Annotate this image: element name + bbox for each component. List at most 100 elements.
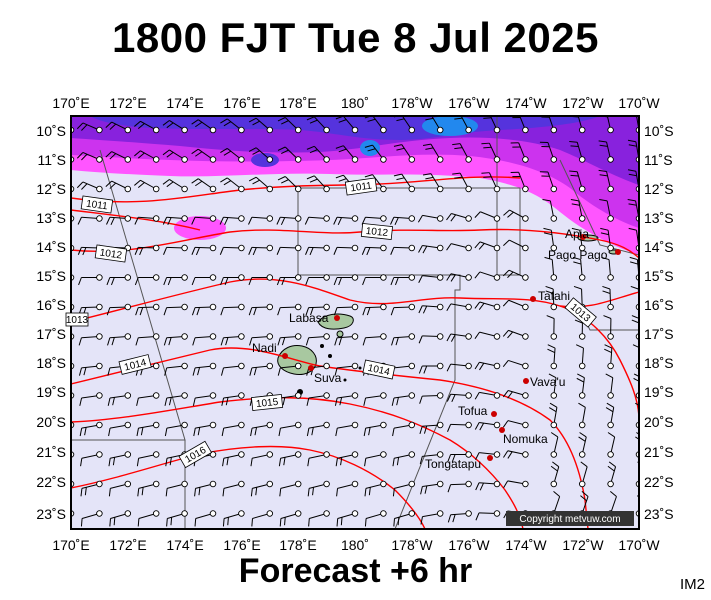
wind-barb	[550, 432, 559, 458]
wind-barb	[221, 392, 245, 406]
wind-barb	[423, 116, 444, 134]
wind-barb	[277, 303, 302, 316]
wind-barb	[475, 510, 501, 521]
wind-barb	[607, 461, 617, 488]
place-label-tongatapu: Tongatapu	[425, 457, 481, 471]
copyright-box	[506, 511, 634, 526]
wind-barb	[248, 244, 274, 256]
wind-barb	[364, 510, 387, 527]
wind-barb	[191, 148, 217, 163]
longitude-tick-label: 176˚E	[223, 537, 260, 553]
wind-barb	[542, 198, 558, 222]
wind-barb	[248, 303, 274, 316]
wind-barb	[390, 215, 416, 226]
wind-barb	[447, 451, 472, 463]
wind-barb	[306, 421, 330, 437]
latitude-tick-label: 12˚S	[36, 181, 66, 197]
isobar-label: 1013	[65, 312, 89, 327]
wind-barb	[277, 146, 302, 163]
wind-barb	[191, 244, 217, 256]
wind-barb	[578, 461, 588, 488]
wind-barb	[364, 116, 387, 134]
longitude-tick-label: 176˚E	[223, 95, 260, 111]
wind-barb	[134, 150, 160, 163]
wind-barb	[601, 256, 614, 281]
latitude-tick-label: 22˚S	[36, 474, 66, 490]
wind-barbs	[71, 116, 639, 527]
wind-barb	[249, 333, 274, 346]
wind-barb	[105, 121, 132, 134]
wind-barb	[418, 362, 444, 374]
wind-barb	[307, 480, 330, 497]
longitude-tick-label: 178˚W	[391, 537, 433, 553]
wind-barb	[305, 333, 330, 346]
wind-barb	[446, 303, 472, 312]
longitude-tick-label: 174˚E	[166, 95, 203, 111]
latitude-tick-label: 16˚S	[644, 297, 674, 313]
wind-barb	[105, 180, 132, 193]
wind-barb	[163, 274, 188, 286]
wind-barb	[191, 215, 217, 225]
wind-barb	[603, 315, 614, 340]
wind-barb	[250, 421, 274, 437]
wind-barb	[548, 373, 558, 399]
wind-barb	[600, 227, 614, 252]
latitude-tick-label: 21˚S	[644, 444, 674, 460]
wind-barb	[390, 274, 416, 286]
wind-barb	[335, 145, 359, 163]
wind-barb	[136, 421, 160, 437]
wind-barb	[333, 303, 359, 316]
longitude-tick-label: 172˚W	[562, 95, 604, 111]
longitude-tick-label: 174˚W	[505, 537, 547, 553]
svg-text:1011: 1011	[85, 199, 108, 213]
wind-barb	[136, 451, 160, 467]
wind-barb	[544, 256, 558, 281]
wind-barb	[134, 179, 160, 193]
wind-barb	[474, 391, 501, 400]
latitude-tick-label: 14˚S	[36, 239, 66, 255]
place-marker	[530, 296, 536, 302]
wind-barb	[306, 145, 330, 163]
wind-barb	[418, 244, 444, 254]
wind-barb	[308, 510, 330, 527]
latitude-tick-label: 23˚S	[36, 506, 66, 522]
longitude-tick-label: 172˚E	[109, 537, 146, 553]
wind-barb	[163, 333, 188, 346]
wind-barb	[539, 171, 558, 193]
longitude-tick-label: 180˚	[341, 95, 369, 111]
wind-barb	[163, 244, 188, 255]
wind-barb	[569, 170, 586, 193]
wind-barb	[164, 362, 188, 376]
wind-barb	[248, 215, 274, 225]
wind-barb	[277, 362, 302, 376]
wind-barb	[276, 244, 302, 255]
wind-barb	[334, 392, 359, 406]
wind-barb	[305, 303, 330, 316]
wind-barb	[364, 451, 387, 467]
wind-barb	[134, 215, 160, 225]
wind-barb	[474, 271, 501, 281]
place-label-pago-pago: Pago Pago	[548, 248, 608, 262]
wind-barb	[599, 198, 614, 222]
wind-barb	[279, 510, 302, 527]
isobar-label: 1012	[360, 223, 393, 240]
wind-barb	[134, 244, 160, 256]
wind-barb	[80, 480, 103, 497]
latitude-tick-label: 20˚S	[36, 414, 66, 430]
longitude-tick-label: 170˚E	[52, 537, 89, 553]
svg-text:1012: 1012	[365, 226, 389, 239]
svg-text:1011: 1011	[350, 180, 373, 194]
wind-barb	[162, 215, 188, 226]
wind-barb	[108, 480, 132, 497]
wind-barb	[80, 451, 103, 467]
wind-barb	[364, 144, 387, 163]
wind-barb	[502, 359, 529, 370]
isobar-label: 1014	[362, 359, 396, 380]
isobar-label: 1014	[118, 354, 152, 375]
wind-barb	[335, 451, 359, 467]
wind-barb	[134, 274, 160, 286]
wind-barb	[503, 450, 529, 459]
wind-barb	[162, 120, 188, 134]
wind-barb	[446, 392, 472, 403]
wind-barb	[335, 116, 359, 134]
